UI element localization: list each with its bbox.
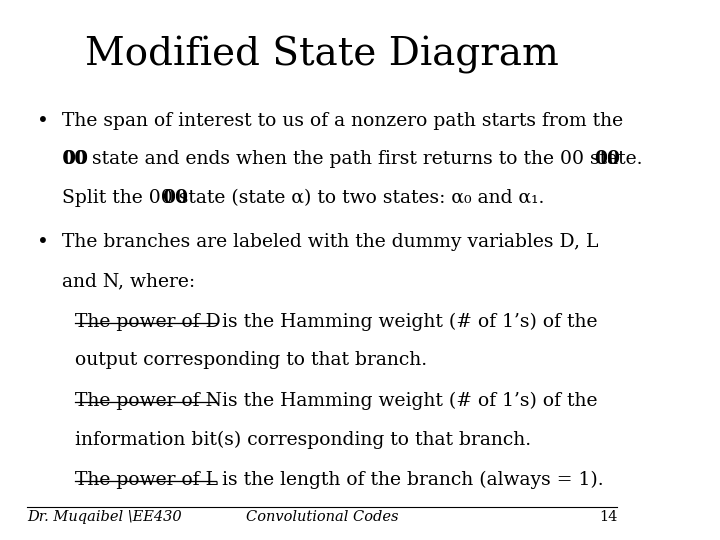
Text: 00 state and ends when the path first returns to the 00 state.: 00 state and ends when the path first re…	[63, 150, 643, 168]
Text: The power of N: The power of N	[75, 392, 222, 410]
Text: is the Hamming weight (# of 1’s) of the: is the Hamming weight (# of 1’s) of the	[215, 313, 597, 331]
Text: The branches are labeled with the dummy variables D, L: The branches are labeled with the dummy …	[63, 233, 599, 251]
Text: Convolutional Codes: Convolutional Codes	[246, 510, 398, 524]
Text: output corresponding to that branch.: output corresponding to that branch.	[75, 352, 427, 369]
Text: 00: 00	[163, 189, 189, 207]
Text: and N, where:: and N, where:	[63, 272, 195, 290]
Text: is the Hamming weight (# of 1’s) of the: is the Hamming weight (# of 1’s) of the	[215, 392, 597, 410]
Text: information bit(s) corresponding to that branch.: information bit(s) corresponding to that…	[75, 430, 531, 449]
Text: 00: 00	[594, 150, 620, 168]
Text: is the length of the branch (always = 1).: is the length of the branch (always = 1)…	[215, 471, 603, 489]
Text: Modified State Diagram: Modified State Diagram	[85, 36, 559, 75]
Text: The power of D: The power of D	[75, 313, 221, 330]
Text: Dr. Muqaibel \EE430: Dr. Muqaibel \EE430	[27, 510, 181, 524]
Text: The span of interest to us of a nonzero path starts from the: The span of interest to us of a nonzero …	[63, 112, 624, 130]
Text: The power of L: The power of L	[75, 471, 218, 489]
Text: 14: 14	[599, 510, 618, 524]
Text: •: •	[37, 112, 48, 131]
Text: •: •	[37, 233, 48, 252]
Text: 00: 00	[63, 150, 89, 168]
Text: Split the 00 state (state α) to two states: α₀ and α₁.: Split the 00 state (state α) to two stat…	[63, 189, 545, 207]
